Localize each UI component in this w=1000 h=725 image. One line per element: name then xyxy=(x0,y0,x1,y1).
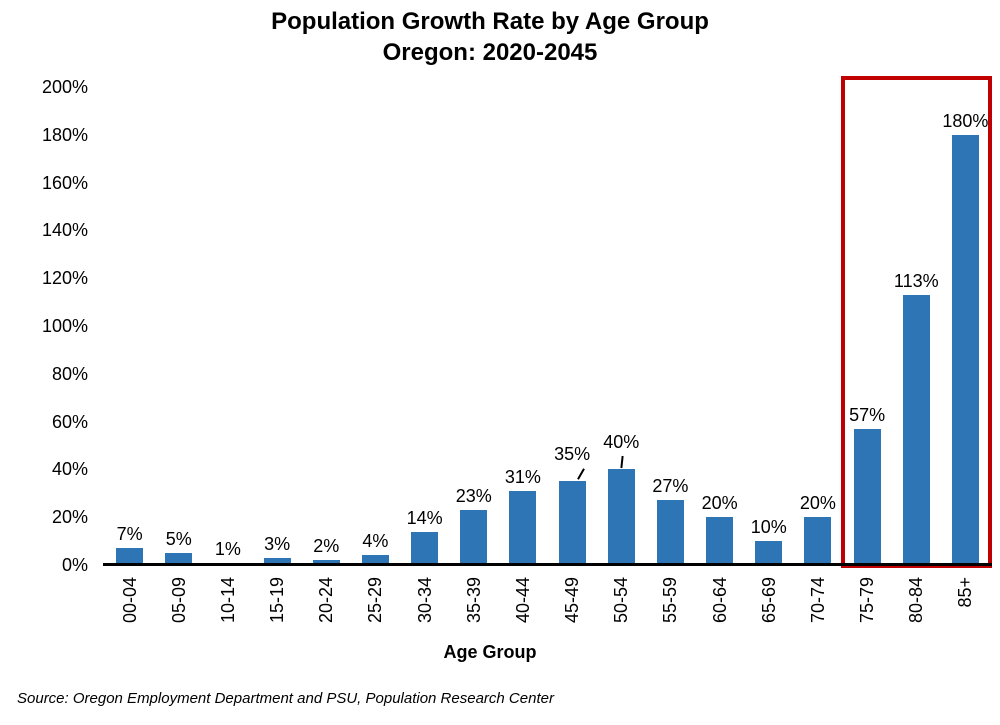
bar-value-label: 180% xyxy=(942,111,989,131)
bar-60-64 xyxy=(706,517,734,565)
bar-50-54 xyxy=(607,469,635,565)
bar-70-74 xyxy=(804,517,832,565)
highlight-box xyxy=(841,76,992,568)
source-note: Source: Oregon Employment Department and… xyxy=(17,690,554,707)
x-axis-category-label: 60-64 xyxy=(709,577,730,624)
x-axis-category-label: 00-04 xyxy=(119,577,140,624)
y-axis-tick-label: 120% xyxy=(41,268,88,289)
bar-value-label: 2% xyxy=(313,536,340,556)
bar-value-label: 1% xyxy=(214,539,241,559)
y-axis-tick-label: 60% xyxy=(51,411,88,432)
y-axis-tick-label: 180% xyxy=(41,124,88,145)
bar-75-79 xyxy=(853,429,881,565)
bar-25-29 xyxy=(361,555,389,565)
bar-80-84 xyxy=(902,295,930,565)
bar-value-label: 14% xyxy=(406,508,443,528)
bar-05-09 xyxy=(165,553,193,565)
bar-35-39 xyxy=(460,510,488,565)
bar-value-label: 10% xyxy=(750,517,787,537)
bar-value-label: 20% xyxy=(799,493,836,513)
y-axis-tick-label: 100% xyxy=(41,316,88,336)
x-axis-category-label: 15-19 xyxy=(267,577,288,624)
bar-value-label: 27% xyxy=(652,476,689,496)
bar-value-label: 57% xyxy=(849,405,886,425)
y-axis-tick-label: 160% xyxy=(41,172,88,193)
label-leader-line xyxy=(577,468,585,480)
bar-00-04 xyxy=(116,548,144,565)
bar-20-24 xyxy=(312,560,340,565)
bar-value-label: 35% xyxy=(554,444,591,464)
bar-30-34 xyxy=(411,532,439,565)
x-axis-category-label: 45-49 xyxy=(562,577,583,624)
bar-55-59 xyxy=(656,500,684,565)
y-axis-tick-label: 0% xyxy=(61,555,88,575)
bar-value-label: 113% xyxy=(893,271,939,291)
x-axis-category-label: 70-74 xyxy=(807,577,828,624)
bar-value-label: 40% xyxy=(603,432,640,452)
bar-45-49 xyxy=(558,481,586,565)
chart-title-line-2: Oregon: 2020-2045 xyxy=(382,39,598,66)
y-axis-tick-label: 140% xyxy=(41,220,88,241)
x-axis-category-label: 40-44 xyxy=(512,577,533,624)
bar-value-label: 31% xyxy=(504,467,541,487)
bar-15-19 xyxy=(263,558,291,565)
x-axis-category-label: 30-34 xyxy=(414,577,435,624)
y-axis-tick-label: 40% xyxy=(51,459,88,480)
x-axis-category-label: 80-84 xyxy=(906,577,927,624)
bar-value-label: 20% xyxy=(701,493,738,513)
bar-value-label: 5% xyxy=(165,529,192,549)
x-axis-category-label: 35-39 xyxy=(463,577,484,624)
bar-40-44 xyxy=(509,491,537,565)
x-axis-line xyxy=(103,563,992,566)
x-axis-category-label: 10-14 xyxy=(217,577,238,624)
x-axis-category-label: 50-54 xyxy=(611,577,632,624)
y-axis-tick-label: 200% xyxy=(41,77,88,97)
y-axis-tick-label: 20% xyxy=(51,507,88,528)
chart-title: Population Growth Rate by Age Group Oreg… xyxy=(0,6,980,68)
bar-85+ xyxy=(951,135,979,565)
y-axis-tick-label: 80% xyxy=(51,363,88,384)
chart-title-line-1: Population Growth Rate by Age Group xyxy=(271,8,709,35)
x-axis-category-label: 05-09 xyxy=(168,577,189,624)
x-axis-category-label: 55-59 xyxy=(660,577,681,624)
label-leader-line xyxy=(620,455,624,469)
bar-value-label: 7% xyxy=(116,524,143,544)
bar-65-69 xyxy=(755,541,783,565)
x-axis-category-label: 85+ xyxy=(955,577,976,608)
bar-value-label: 3% xyxy=(264,534,291,554)
x-axis-category-label: 75-79 xyxy=(857,577,878,624)
x-axis-category-label: 65-69 xyxy=(758,577,779,624)
bar-value-label: 4% xyxy=(362,531,389,551)
bar-value-label: 23% xyxy=(455,486,492,506)
x-axis-title: Age Group xyxy=(443,642,537,662)
x-axis-category-label: 20-24 xyxy=(316,577,337,624)
x-axis-category-label: 25-29 xyxy=(365,577,386,624)
